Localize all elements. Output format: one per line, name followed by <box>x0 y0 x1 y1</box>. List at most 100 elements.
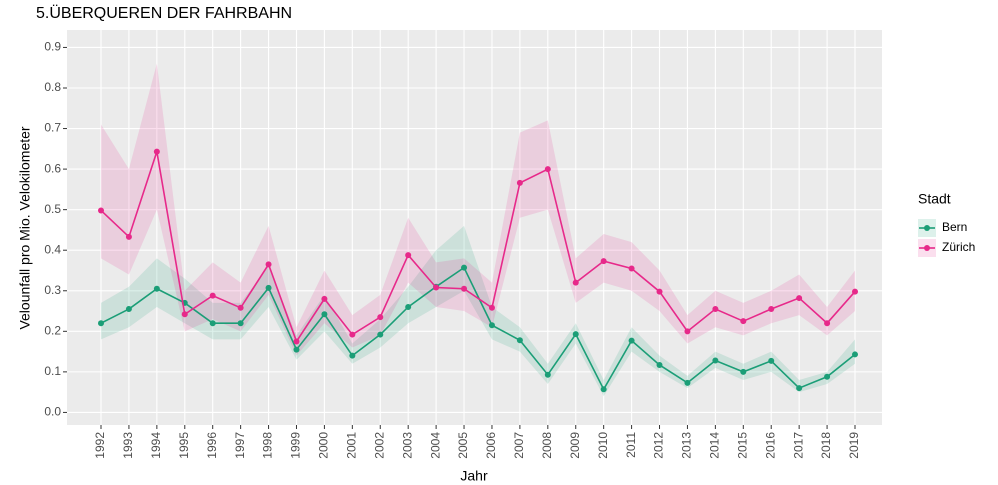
x-tick-label: 2019 <box>847 432 861 459</box>
x-tick-label: 2016 <box>763 432 777 459</box>
data-point <box>209 292 216 299</box>
data-point <box>377 331 384 338</box>
data-point <box>600 386 607 393</box>
confidence-band <box>101 63 855 356</box>
data-point <box>98 320 104 327</box>
y-tick-label: 0.4 <box>44 242 61 256</box>
data-point <box>349 331 356 338</box>
y-tick-label: 0.3 <box>44 283 61 297</box>
data-point <box>265 261 272 268</box>
data-point <box>768 357 775 364</box>
data-point <box>516 179 523 186</box>
x-tick-label: 1995 <box>177 432 191 459</box>
data-point <box>824 320 831 327</box>
x-tick-label: 1998 <box>261 432 275 459</box>
x-axis-label: Jahr <box>460 468 488 484</box>
data-point <box>237 304 244 311</box>
x-tick-label: 2013 <box>680 432 694 459</box>
data-point <box>572 279 579 286</box>
data-point <box>740 318 747 325</box>
data-point <box>433 284 440 291</box>
legend-label: Zürich <box>942 240 975 254</box>
data-point <box>349 352 356 359</box>
data-point <box>125 233 132 240</box>
data-point <box>656 361 663 368</box>
y-tick-label: 0.6 <box>44 161 61 175</box>
x-tick-label: 2012 <box>652 432 666 459</box>
data-point <box>516 337 523 344</box>
x-tick-label: 2017 <box>791 432 805 459</box>
data-point <box>153 285 160 292</box>
confidence-band <box>101 225 855 397</box>
y-tick-label: 0.7 <box>44 121 61 135</box>
data-point <box>656 288 663 295</box>
x-tick-label: 2006 <box>484 432 498 459</box>
y-axis-label: Velounfall pro Mio. Velokilometer <box>17 126 33 329</box>
series-line <box>100 151 856 344</box>
y-tick-label: 0.5 <box>44 202 61 216</box>
plot-background <box>67 30 882 425</box>
x-tick-label: 2002 <box>372 432 386 459</box>
x-tick-label: 2011 <box>624 432 638 458</box>
x-tick-label: 1996 <box>205 432 219 459</box>
x-tick-label: 2010 <box>596 432 610 459</box>
data-point <box>684 328 691 335</box>
data-point <box>600 258 607 265</box>
legend-point <box>924 225 930 231</box>
x-tick-label: 2000 <box>317 432 331 459</box>
data-point <box>628 337 635 344</box>
data-point <box>796 385 803 392</box>
x-tick-label: 2014 <box>708 432 722 459</box>
chart-title: 5.ÜBERQUEREN DER FAHRBAHN <box>36 4 292 22</box>
x-tick-label: 2005 <box>456 432 470 459</box>
x-tick-label: 2001 <box>345 432 359 459</box>
y-tick-label: 0.2 <box>44 323 61 337</box>
data-point <box>265 284 272 291</box>
data-point <box>405 252 412 259</box>
series-line <box>100 266 856 391</box>
data-point <box>572 331 579 338</box>
y-tick-label: 0.8 <box>44 80 61 94</box>
data-point <box>293 338 300 345</box>
data-point <box>237 320 244 327</box>
legend-point <box>924 245 930 251</box>
data-point <box>684 379 691 386</box>
data-point <box>321 295 328 302</box>
x-tick-label: 2004 <box>428 432 442 459</box>
data-point <box>405 303 412 310</box>
x-tick-label: 2003 <box>400 432 414 459</box>
data-point <box>852 351 858 358</box>
data-point <box>796 295 803 302</box>
x-tick-label: 2018 <box>819 432 833 459</box>
legend-title: Stadt <box>918 191 951 207</box>
data-point <box>712 357 719 364</box>
x-tick-label: 1999 <box>289 432 303 459</box>
x-tick-label: 1994 <box>149 432 163 459</box>
data-point <box>461 285 468 292</box>
data-point <box>321 311 328 318</box>
y-tick-label: 0.9 <box>44 40 61 54</box>
x-tick-label: 2009 <box>568 432 582 459</box>
legend-label: Bern <box>942 220 967 234</box>
data-point <box>293 346 300 353</box>
data-point <box>488 304 495 311</box>
data-point <box>740 368 747 375</box>
data-point <box>852 288 858 295</box>
data-point <box>377 314 384 321</box>
x-tick-label: 2007 <box>512 432 526 459</box>
data-point <box>824 373 831 380</box>
x-tick-label: 1992 <box>93 432 107 459</box>
data-point <box>461 264 468 271</box>
y-tick-label: 0.1 <box>44 364 61 378</box>
x-tick-label: 2015 <box>735 432 749 459</box>
data-point <box>125 306 132 313</box>
data-point <box>544 166 551 173</box>
data-point <box>153 148 160 155</box>
data-point <box>98 207 104 214</box>
x-tick-label: 1997 <box>233 432 247 459</box>
data-point <box>768 306 775 313</box>
data-point <box>712 306 719 313</box>
data-point <box>544 371 551 378</box>
y-tick-label: 0.0 <box>44 405 61 419</box>
